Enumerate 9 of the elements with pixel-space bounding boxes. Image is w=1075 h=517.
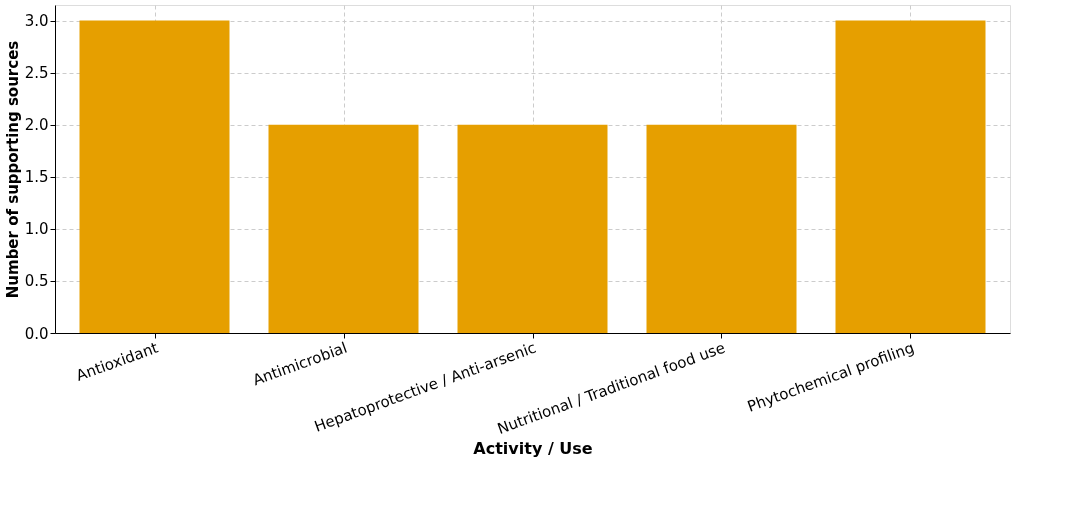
y-tick-label: 3.0 xyxy=(24,12,49,31)
y-tick-label: 2.0 xyxy=(24,116,49,135)
y-axis-title: Number of supporting sources xyxy=(3,40,22,299)
y-tick-label: 2.5 xyxy=(24,64,49,83)
y-tick-label: 0.0 xyxy=(24,324,49,343)
y-tick-label: 0.5 xyxy=(24,272,49,291)
y-tick-label: 1.0 xyxy=(24,220,49,239)
y-tick-label: 1.5 xyxy=(24,168,49,187)
x-axis-title: Activity / Use xyxy=(473,439,593,459)
